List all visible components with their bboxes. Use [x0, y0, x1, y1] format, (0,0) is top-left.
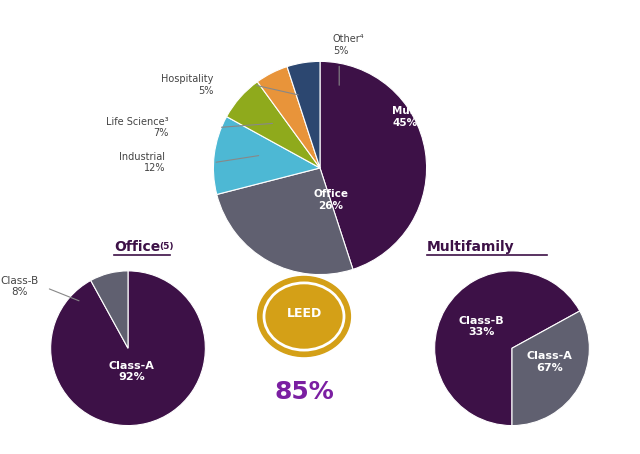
- Ellipse shape: [258, 276, 351, 356]
- Text: Class-B
33%: Class-B 33%: [458, 316, 504, 337]
- Wedge shape: [51, 271, 205, 425]
- Text: Hospitality
5%: Hospitality 5%: [161, 74, 213, 96]
- Text: Class-A
67%: Class-A 67%: [526, 351, 572, 373]
- Wedge shape: [320, 61, 427, 269]
- Wedge shape: [287, 61, 320, 168]
- Text: Office: Office: [114, 240, 161, 254]
- Text: (5): (5): [159, 242, 173, 251]
- Text: Multifamily
45%: Multifamily 45%: [392, 106, 459, 128]
- Wedge shape: [435, 271, 580, 425]
- Text: Class-B
8%: Class-B 8%: [1, 276, 39, 297]
- Wedge shape: [257, 67, 320, 168]
- Text: LEED: LEED: [286, 307, 322, 320]
- Text: Industrial
12%: Industrial 12%: [120, 152, 166, 173]
- Text: Other⁴
5%: Other⁴ 5%: [333, 35, 364, 56]
- Wedge shape: [227, 82, 320, 168]
- Text: Life Science³
7%: Life Science³ 7%: [106, 117, 169, 138]
- Text: 85%: 85%: [274, 380, 334, 404]
- Text: Property Type: Property Type: [221, 15, 419, 39]
- Wedge shape: [217, 168, 353, 275]
- Wedge shape: [91, 271, 128, 348]
- Wedge shape: [512, 311, 589, 425]
- Text: Multifamily: Multifamily: [427, 240, 515, 254]
- Wedge shape: [213, 117, 320, 194]
- Text: Class-A
92%: Class-A 92%: [109, 360, 155, 382]
- Text: Office
26%: Office 26%: [313, 189, 348, 211]
